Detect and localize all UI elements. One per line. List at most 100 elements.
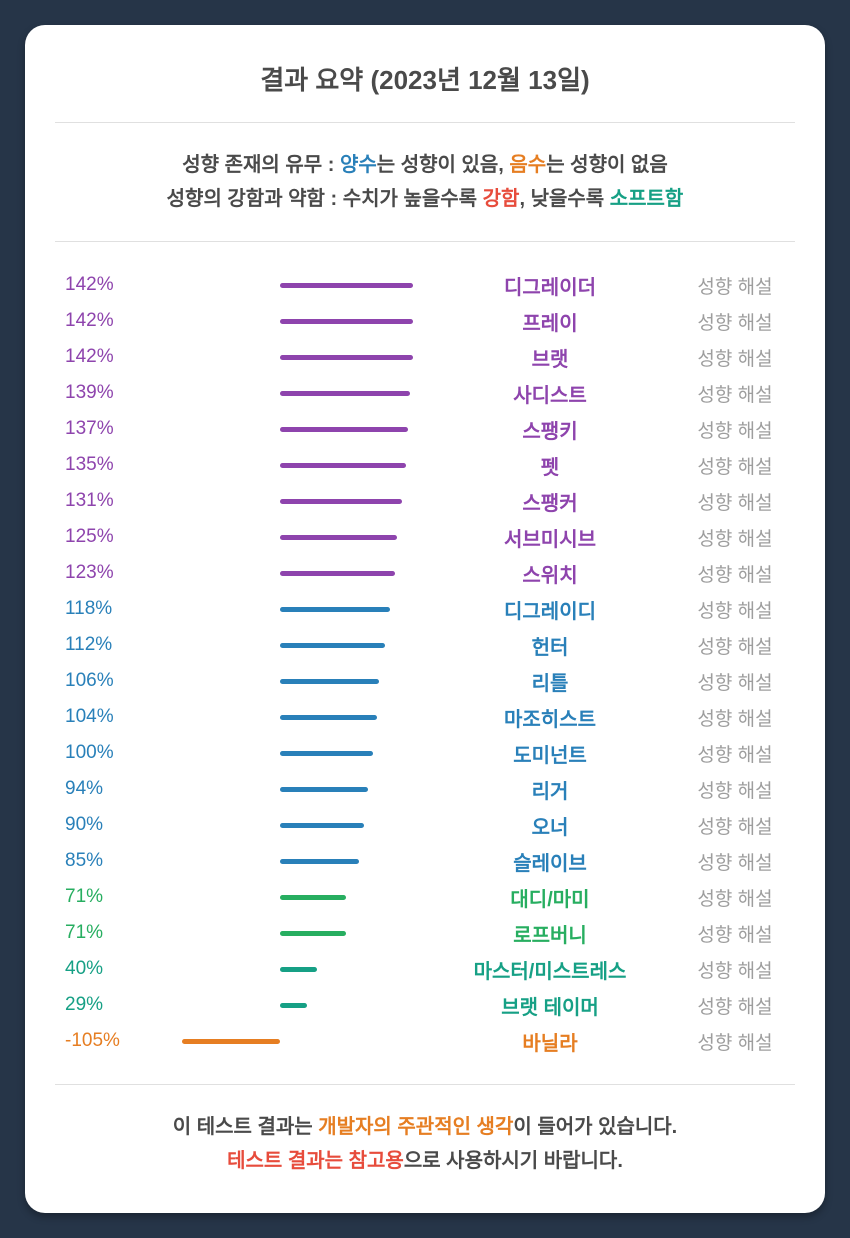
explanation-link[interactable]: 성향 해설 [675,920,795,947]
divider [55,122,795,123]
explanation-link[interactable]: 성향 해설 [675,704,795,731]
bar-column [135,715,425,720]
bar-column [135,355,425,360]
explanation-link[interactable]: 성향 해설 [675,848,795,875]
bar-track [140,895,420,900]
chart-row: 123% 스위치성향 해설 [55,555,795,591]
explanation-link[interactable]: 성향 해설 [675,272,795,299]
explanation-link[interactable]: 성향 해설 [675,560,795,587]
bar-fill [280,571,395,576]
explanation-link[interactable]: 성향 해설 [675,380,795,407]
bar-fill [280,391,410,396]
footer-line-1: 이 테스트 결과는 개발자의 주관적인 생각이 들어가 있습니다. [55,1110,795,1144]
bar-track [140,931,420,936]
percent-value: 118% [55,598,135,620]
chart-row: 131%스팽커성향 해설 [55,483,795,519]
row-label: 마조히스트 [425,703,675,732]
explanation-link[interactable]: 성향 해설 [675,524,795,551]
explanation-link[interactable]: 성향 해설 [675,668,795,695]
bar-track [140,535,420,540]
explanation-link[interactable]: 성향 해설 [675,740,795,767]
bar-fill [280,355,413,360]
bar-column [135,1039,425,1044]
bar-column [135,391,425,396]
explanation-link[interactable]: 성향 해설 [675,344,795,371]
chart-row: 29%브랫 테이머성향 해설 [55,987,795,1023]
bar-track [140,715,420,720]
bar-track [140,427,420,432]
footer-line-2: 테스트 결과는 참고용으로 사용하시기 바랍니다. [55,1144,795,1178]
percent-value: -105% [55,1030,135,1052]
explanation-link[interactable]: 성향 해설 [675,452,795,479]
bar-column [135,823,425,828]
explanation-link[interactable]: 성향 해설 [675,488,795,515]
legend-text: 는 성향이 없음 [546,154,668,176]
explanation-link[interactable]: 성향 해설 [675,416,795,443]
bar-fill [280,679,379,684]
row-label: 스팽커 [425,487,675,516]
bar-track [140,355,420,360]
bar-track [140,391,420,396]
bar-column [135,571,425,576]
bar-track [140,319,420,324]
bar-fill [280,643,385,648]
row-label: 리틀 [425,667,675,696]
explanation-link[interactable]: 성향 해설 [675,596,795,623]
bar-track [140,283,420,288]
legend-negative: 음수 [509,154,546,176]
footer-note: 이 테스트 결과는 개발자의 주관적인 생각이 들어가 있습니다. 테스트 결과… [55,1110,795,1178]
row-label: 스위치 [425,559,675,588]
explanation-link[interactable]: 성향 해설 [675,884,795,911]
percent-value: 142% [55,310,135,332]
bar-fill [182,1039,280,1044]
chart-row: 135%펫성향 해설 [55,447,795,483]
bar-column [135,463,425,468]
percent-value: 71% [55,922,135,944]
result-chart: 142%디그레이더성향 해설142%프레이성향 해설142%브랫성향 해설139… [55,267,795,1059]
bar-fill [280,463,406,468]
bar-track [140,967,420,972]
bar-column [135,283,425,288]
explanation-link[interactable]: 성향 해설 [675,632,795,659]
explanation-link[interactable]: 성향 해설 [675,776,795,803]
bar-column [135,751,425,756]
chart-row: -105% 바닐라성향 해설 [55,1023,795,1059]
divider [55,241,795,242]
percent-value: 106% [55,670,135,692]
bar-fill [280,499,402,504]
chart-row: 90%오너성향 해설 [55,807,795,843]
explanation-link[interactable]: 성향 해설 [675,308,795,335]
bar-column [135,931,425,936]
row-label: 바닐라 [425,1027,675,1056]
explanation-link[interactable]: 성향 해설 [675,956,795,983]
bar-column [135,607,425,612]
explanation-link[interactable]: 성향 해설 [675,1028,795,1055]
explanation-link[interactable]: 성향 해설 [675,812,795,839]
bar-fill [280,427,408,432]
footer-text: 이 테스트 결과는 [173,1116,318,1138]
row-label: 헌터 [425,631,675,660]
bar-track [140,1003,420,1008]
bar-track [140,751,420,756]
chart-row: 118%디그레이디성향 해설 [55,591,795,627]
legend-text: , 낮을수록 [519,188,609,210]
chart-row: 94%리거성향 해설 [55,771,795,807]
row-label: 마스터/미스트레스 [425,955,675,984]
page-title: 결과 요약 (2023년 12월 13일) [55,60,795,97]
bar-column [135,859,425,864]
percent-value: 139% [55,382,135,404]
bar-column [135,499,425,504]
chart-row: 139% 사디스트성향 해설 [55,375,795,411]
chart-row: 100%도미넌트성향 해설 [55,735,795,771]
explanation-link[interactable]: 성향 해설 [675,992,795,1019]
bar-fill [280,283,413,288]
bar-track [140,859,420,864]
bar-column [135,319,425,324]
chart-row: 142%프레이성향 해설 [55,303,795,339]
chart-row: 137%스팽키성향 해설 [55,411,795,447]
row-label: 사디스트 [425,379,675,408]
bar-column [135,679,425,684]
row-label: 대디/마미 [425,883,675,912]
bar-fill [280,607,390,612]
percent-value: 123% [55,562,135,584]
